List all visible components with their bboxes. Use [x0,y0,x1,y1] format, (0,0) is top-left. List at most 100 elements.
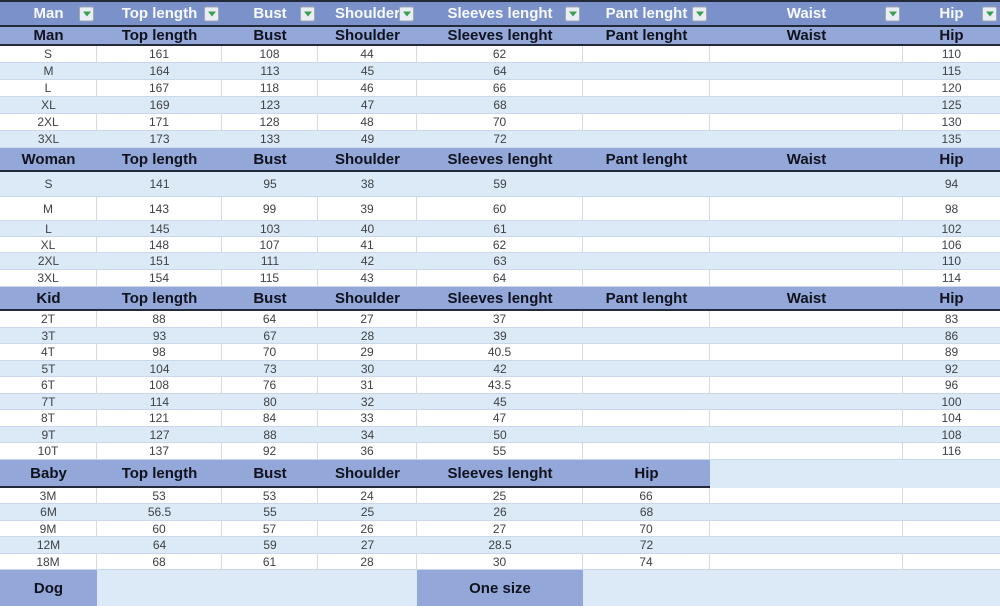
section-header-row-woman: Woman Top length Bust Shoulder Sleeves lengh… [0,148,1000,172]
table-cell: 123 [259,98,281,112]
table-cell [710,427,903,442]
section-header-cell-top-length: Top length [121,150,198,168]
table-cell: 94 [944,177,959,191]
table-cell: 26 [493,505,507,519]
table-cell [710,521,903,536]
size-label-cell: 8T [0,410,97,426]
chevron-down-icon [695,11,704,16]
chevron-down-icon [303,11,312,16]
section-header-cell-shoulder: Shoulder [334,27,400,44]
table-cell: 68 [493,98,507,112]
table-row-baby-9m: 9M 60 57 26 27 70 [0,521,1000,537]
table-cell: 154 [97,270,222,286]
table-cell [583,410,710,426]
table-cell [710,197,903,220]
table-cell: 103 [259,221,281,236]
table-cell: 114 [149,394,170,409]
table-cell: 50 [493,427,507,442]
table-cell: 37 [417,311,583,327]
table-cell: 42 [360,254,375,268]
table-cell: 27 [360,538,375,552]
table-cell: 83 [944,312,959,326]
table-cell: 53 [222,488,318,503]
table-cell: 113 [260,64,280,78]
table-cell: 145 [149,221,170,236]
filter-header-label: Bust [253,5,287,22]
size-label-cell: 3XL [37,132,60,146]
table-cell [710,46,903,62]
section-header-cell-pant-lenght: Pant lenght [605,150,688,168]
table-row-woman-xl: XL 148 107 41 62 106 [0,237,1000,253]
table-cell: 151 [149,254,170,268]
table-cell [710,410,903,426]
size-label-cell: M [43,64,54,78]
table-cell [583,172,710,196]
filter-dropdown-button-shoulder[interactable] [399,6,414,21]
table-cell [710,311,903,327]
table-cell: 130 [941,115,962,129]
table-cell: 25 [417,488,583,503]
filter-dropdown-button-man[interactable] [79,6,94,21]
table-cell: 161 [97,46,222,62]
table-cell: 127 [149,427,170,442]
table-cell [583,80,710,96]
table-cell: 98 [97,344,222,360]
filter-dropdown-button-sleeves-lenght[interactable] [565,6,580,21]
table-cell [710,237,903,252]
section-header-row-kid: Kid Top length Bust Shoulder Sleeves lenght P… [0,287,1000,311]
table-cell: 33 [318,410,417,426]
table-cell: 60 [417,197,583,220]
size-label-cell: 3M [0,488,97,503]
table-cell [583,131,710,147]
table-cell: 55 [263,505,277,519]
table-cell: 32 [360,394,375,409]
table-cell: 110 [941,254,962,268]
section-header-cell-bust: Bust [253,27,287,44]
table-cell: 125 [941,98,962,112]
table-cell: 64 [152,538,167,552]
table-cell: 36 [318,443,417,459]
filter-dropdown-button-bust[interactable] [300,6,315,21]
table-cell [903,521,1000,536]
filter-dropdown-button-hip[interactable] [982,6,997,21]
table-cell [710,344,903,360]
table-row-woman-l: L 145 103 40 61 102 [0,221,1000,237]
table-row-man-xl: XL 169 123 47 68 125 [0,97,1000,114]
table-row-woman-2xl: 2XL 151 111 42 63 110 [0,253,1000,270]
table-cell: 28.5 [488,538,512,552]
table-cell [903,504,1000,520]
header-filler [710,460,1000,488]
table-cell: 29 [318,344,417,360]
filter-header-cell-pant-lenght: Pant lenght [583,2,710,25]
table-cell: 89 [944,345,959,359]
table-cell [903,554,1000,569]
filter-dropdown-button-waist[interactable] [885,6,900,21]
size-label-cell: S [0,46,97,62]
table-cell: 57 [222,521,318,536]
table-cell: 70 [417,114,583,130]
table-cell: 26 [318,521,417,536]
filter-dropdown-button-top-length[interactable] [204,6,219,21]
table-cell: 137 [97,443,222,459]
table-cell: 110 [941,47,962,61]
table-cell: 73 [263,361,277,376]
table-cell [710,80,903,96]
table-cell: 111 [260,254,280,268]
filter-header-cell-hip: Hip [903,2,1000,25]
table-cell: 100 [941,394,962,409]
table-cell: 41 [318,237,417,252]
table-row-kid-3t: 3T 93 67 28 39 86 [0,328,1000,344]
table-row-man-3xl: 3XL 173 133 49 72 135 [0,131,1000,148]
table-cell: 115 [222,270,318,286]
section-header-cell-waist: Waist [786,27,827,44]
size-label-cell: 3T [41,328,56,343]
filter-dropdown-button-pant-lenght[interactable] [692,6,707,21]
table-row-woman-m: M 143 99 39 60 98 [0,197,1000,221]
size-label-cell: 18M [0,554,97,569]
table-cell [903,537,1000,553]
table-cell: 108 [222,46,318,62]
section-header-cell-bust: Bust [253,150,287,168]
section-header-row-baby: Baby Top length Bust Shoulder Sleeves lenght… [0,460,1000,488]
table-cell: 31 [318,377,417,393]
table-cell: 39 [493,328,507,343]
